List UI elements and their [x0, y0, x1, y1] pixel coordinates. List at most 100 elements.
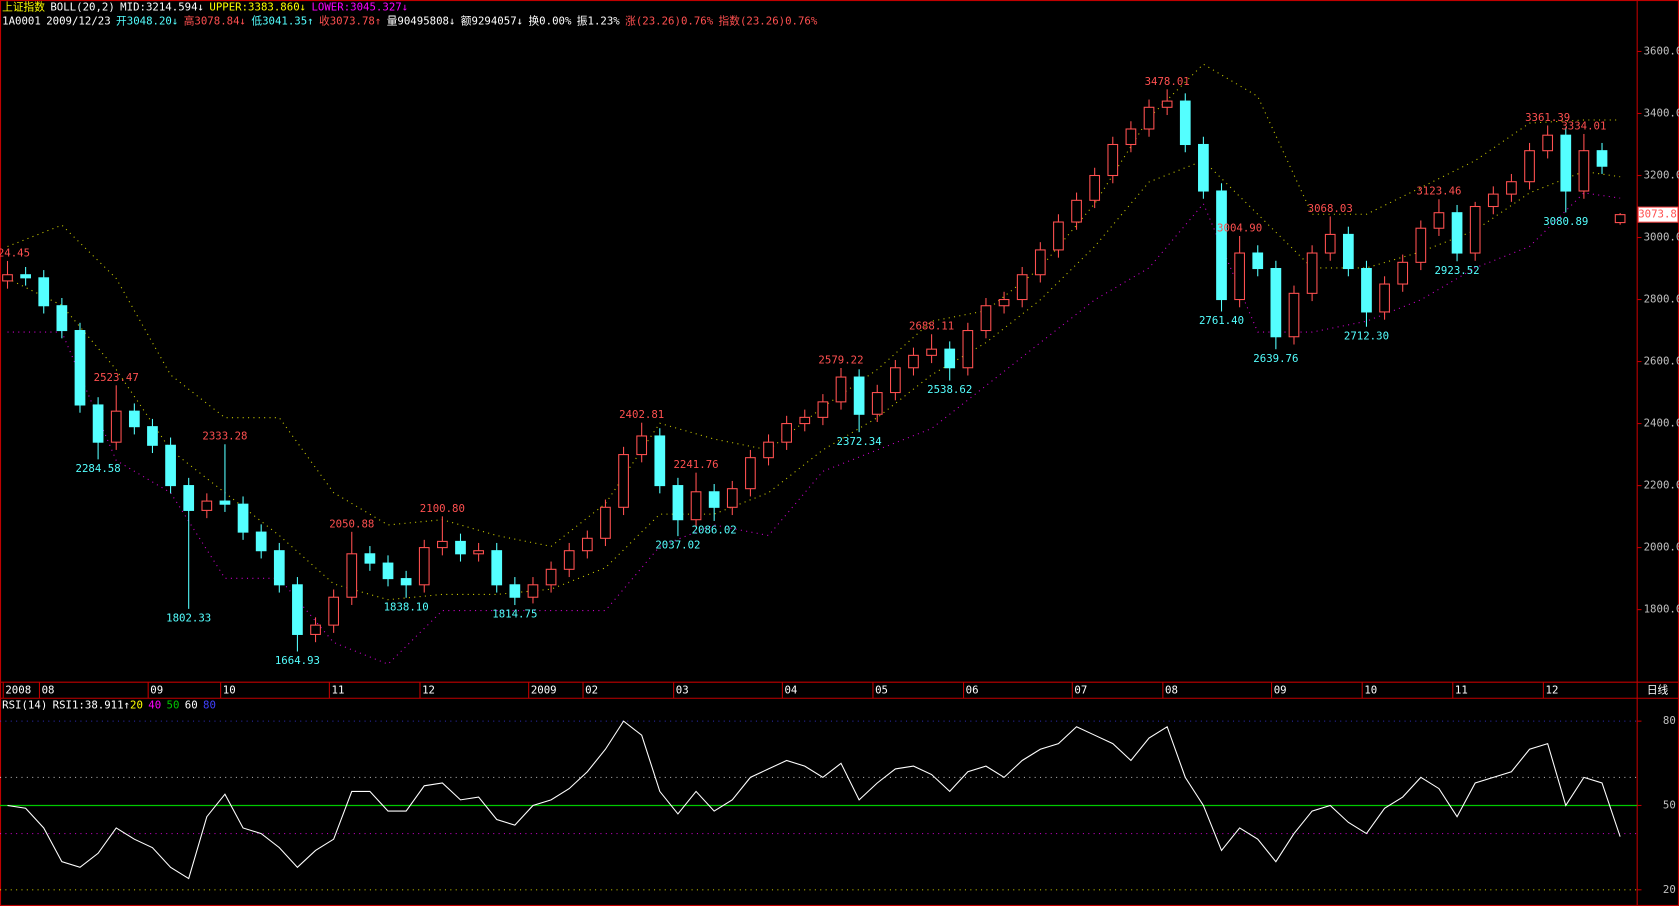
peak-label: 3334.01 — [1561, 119, 1606, 132]
y-tick-label: 80 — [1663, 714, 1676, 727]
candle-body — [1596, 150, 1608, 167]
candle-body — [382, 562, 394, 580]
info-item: 额9294057↓ — [461, 14, 523, 27]
y-tick-label: 2600.0 — [1644, 355, 1679, 368]
candle-body — [1560, 134, 1572, 192]
candle-body — [835, 376, 847, 403]
candle-body — [1143, 106, 1155, 130]
candle-body — [781, 423, 793, 443]
candle-body — [1415, 227, 1427, 263]
candle-body — [600, 506, 611, 539]
peak-label: 2100.80 — [420, 502, 465, 515]
candle-body — [1270, 267, 1282, 338]
info-item: 换0.00% — [528, 14, 572, 27]
candle-body — [853, 376, 865, 415]
level-label: 50 — [167, 699, 180, 712]
candle-body — [618, 454, 629, 508]
candle-body — [473, 550, 484, 555]
peak-label: 3068.03 — [1308, 202, 1353, 215]
candle-body — [1016, 274, 1028, 301]
info-item: 2009/12/23 — [46, 14, 110, 27]
candle-body — [110, 410, 122, 443]
candle-body — [20, 274, 31, 279]
candle-body — [56, 305, 68, 332]
candle-body — [944, 348, 956, 369]
rsi-header: RSI(14) RSI1:38.911↑20 40 50 60 80 — [2, 699, 216, 712]
x-tick-label: 07 — [1074, 684, 1087, 697]
candle-body — [2, 274, 13, 282]
peak-label: 3123.46 — [1416, 185, 1461, 198]
candle-body — [745, 457, 756, 490]
x-tick-label: 08 — [1165, 684, 1178, 697]
candle-body — [1179, 100, 1191, 146]
trough-label: 3080.89 — [1543, 215, 1588, 228]
candle-body — [1288, 292, 1300, 338]
trough-label: 2761.40 — [1199, 314, 1244, 327]
info-item: BOLL(20,2) — [50, 1, 114, 14]
x-tick-label: 10 — [223, 684, 236, 697]
candle-body — [799, 416, 811, 425]
candle-body — [1161, 100, 1173, 108]
last-price-label: 3073.8 — [1638, 208, 1677, 221]
candle-body — [292, 584, 303, 635]
bollinger-band — [7, 192, 1621, 665]
peak-label: 2523.47 — [94, 371, 139, 384]
candle-body — [346, 553, 358, 598]
info-item: 涨(23.26)0.76% — [625, 14, 714, 27]
info-item: 收3073.78↑ — [319, 14, 381, 27]
candle-body — [1053, 221, 1064, 251]
info-item: LOWER:3045.327↓ — [311, 1, 408, 14]
x-tick-label: 04 — [784, 684, 797, 697]
candle-body — [962, 330, 974, 369]
candle-body — [273, 550, 285, 586]
trough-label: 2372.34 — [837, 435, 882, 448]
candle-body — [1342, 233, 1354, 270]
candle-body — [1034, 249, 1046, 276]
candle-body — [255, 531, 267, 552]
candle-body — [1487, 193, 1499, 208]
candle-body — [509, 584, 521, 598]
y-tick-label: 2800.0 — [1644, 293, 1679, 306]
candle-body — [672, 485, 684, 521]
x-tick-label: 02 — [585, 684, 598, 697]
info-item: 上证指数 — [2, 1, 45, 14]
trough-label: 2639.76 — [1253, 352, 1298, 365]
info-item: 开3048.20↓ — [116, 14, 178, 27]
last-price-box — [1637, 206, 1679, 223]
x-tick-label: 06 — [966, 684, 979, 697]
candle-body — [1216, 190, 1227, 301]
period-label: 日线 — [1647, 684, 1669, 697]
rsi-line — [7, 720, 1621, 880]
x-tick-label: 03 — [676, 684, 689, 697]
info-item: 振1.23% — [577, 14, 621, 27]
trough-label: 1802.33 — [166, 612, 211, 625]
candle-body — [1306, 252, 1318, 294]
candle-body — [1542, 134, 1554, 152]
bollinger-band — [7, 159, 1621, 601]
peak-label: 3478.01 — [1145, 75, 1190, 88]
candle-body — [908, 354, 919, 369]
trough-label: 1814.75 — [492, 608, 537, 621]
candle-body — [690, 491, 702, 521]
candle-body — [1089, 174, 1101, 201]
x-tick-label: 11 — [1455, 684, 1468, 697]
rsi-value: RSI1:38.911↑ — [53, 699, 130, 712]
candle-body — [1379, 283, 1390, 313]
candle-body — [1107, 143, 1119, 177]
candle-body — [74, 330, 86, 406]
candle-body — [1578, 150, 1590, 192]
level-label: 40 — [148, 699, 161, 712]
y-tick-label: 3600.0 — [1644, 44, 1679, 57]
x-tick-label: 12 — [1546, 684, 1559, 697]
candle-body — [889, 367, 901, 394]
peak-label: 2924.45 — [0, 246, 30, 259]
y-tick-label: 3200.0 — [1644, 169, 1679, 182]
candle-body — [1252, 252, 1264, 270]
candle-body — [1324, 233, 1336, 254]
candle-body — [165, 444, 176, 487]
candle-body — [128, 410, 140, 428]
candle-body — [38, 277, 50, 307]
x-tick-label: 2009 — [531, 684, 557, 697]
